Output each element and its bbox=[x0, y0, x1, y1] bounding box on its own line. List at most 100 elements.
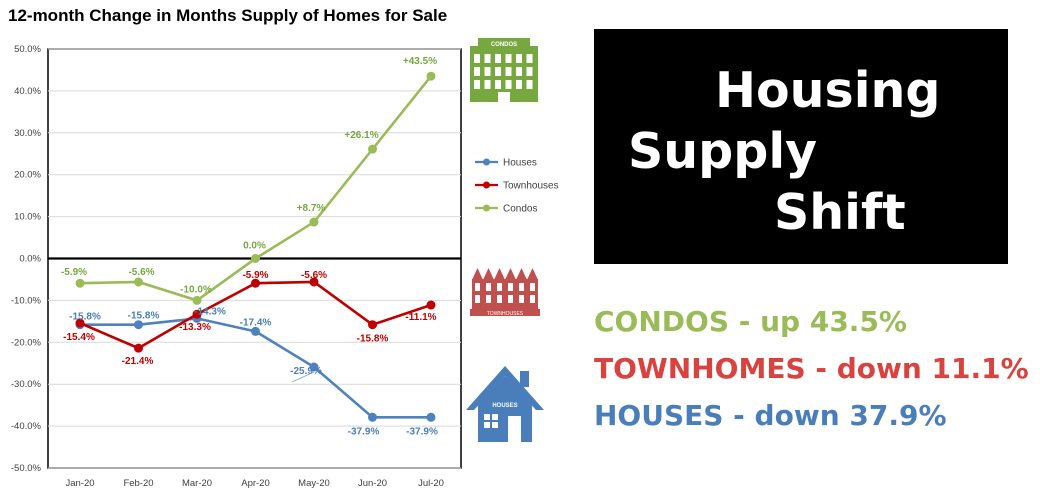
icon-window bbox=[508, 295, 513, 303]
data-point-condos bbox=[426, 71, 436, 81]
data-point-condos bbox=[251, 254, 260, 263]
y-tick-label: 0.0% bbox=[19, 254, 41, 265]
icon-window bbox=[508, 283, 513, 291]
data-point-townhouses bbox=[75, 318, 85, 328]
legend-label: Townhouses bbox=[503, 181, 559, 192]
summary-townhomes: TOWNHOMES - down 11.1% bbox=[594, 352, 1029, 385]
y-tick-label: 30.0% bbox=[14, 128, 41, 139]
icon-window bbox=[495, 54, 501, 63]
icon-window bbox=[530, 295, 535, 303]
icon-window bbox=[474, 54, 480, 63]
icon-window bbox=[497, 283, 502, 291]
legend-swatch-marker bbox=[483, 204, 490, 212]
data-label-condos: +26.1% bbox=[344, 130, 378, 141]
icon-roof bbox=[466, 366, 544, 410]
data-label-townhouses: -15.8% bbox=[357, 334, 389, 345]
icon-window bbox=[474, 67, 480, 76]
icon-window bbox=[484, 67, 491, 76]
legend-swatch-marker bbox=[483, 181, 490, 189]
icon-roof bbox=[516, 268, 527, 280]
townhouse-row-icon: TOWNHOUSES bbox=[470, 268, 540, 317]
icon-window bbox=[516, 80, 522, 89]
data-label-condos: -10.0% bbox=[180, 284, 212, 295]
summary-houses: HOUSES - down 37.9% bbox=[594, 399, 947, 432]
icon-roof bbox=[505, 268, 516, 280]
icon-window bbox=[486, 295, 491, 303]
legend-label: Houses bbox=[503, 158, 537, 169]
icon-door bbox=[508, 416, 521, 442]
icon-body bbox=[472, 279, 538, 309]
legend-label: Condos bbox=[503, 204, 537, 215]
icon-window bbox=[516, 54, 522, 63]
data-point-houses bbox=[251, 326, 260, 336]
y-tick-label: 50.0% bbox=[14, 44, 41, 55]
data-label-houses: -14.3% bbox=[194, 306, 226, 317]
data-point-condos bbox=[309, 217, 319, 227]
legend-item-townhouses: Townhouses bbox=[475, 181, 559, 192]
headline-box: Housing Supply Shift bbox=[594, 29, 1008, 264]
icon-roof bbox=[527, 268, 538, 280]
icon-window bbox=[505, 67, 512, 76]
legend-item-condos: Condos bbox=[475, 204, 537, 215]
data-point-condos bbox=[368, 144, 377, 154]
y-tick-label: -40.0% bbox=[11, 421, 42, 432]
y-tick-label: 10.0% bbox=[14, 212, 41, 223]
data-point-townhouses bbox=[368, 320, 377, 330]
data-point-condos bbox=[192, 295, 202, 305]
data-label-townhouses: -11.1% bbox=[405, 312, 436, 323]
legend-item-houses: Houses bbox=[475, 158, 537, 169]
condo-building-icon: CONDOS bbox=[470, 38, 538, 102]
house-icon: HOUSES bbox=[466, 366, 544, 442]
y-tick-label: -20.0% bbox=[11, 337, 42, 348]
data-point-houses bbox=[309, 362, 319, 372]
data-point-townhouses bbox=[134, 343, 143, 353]
x-tick-label: May-20 bbox=[298, 478, 330, 489]
icon-window bbox=[526, 80, 533, 89]
y-tick-label: -50.0% bbox=[11, 463, 42, 474]
x-tick-label: Jun-20 bbox=[358, 478, 387, 489]
data-point-townhouses bbox=[192, 309, 202, 319]
data-label-houses: -17.4% bbox=[240, 317, 272, 328]
data-label-houses: -15.8% bbox=[128, 311, 160, 322]
data-point-townhouses bbox=[251, 278, 260, 288]
icon-door bbox=[498, 92, 510, 102]
icon-roof bbox=[472, 268, 483, 280]
data-label-condos: -5.6% bbox=[128, 267, 154, 278]
icon-text: TOWNHOUSES bbox=[487, 311, 524, 317]
icon-window bbox=[497, 295, 502, 303]
icon-window bbox=[519, 283, 524, 291]
y-tick-label: 40.0% bbox=[14, 86, 41, 97]
chart-title: 12-month Change in Months Supply of Home… bbox=[8, 6, 448, 25]
icon-window bbox=[526, 67, 533, 76]
icon-window bbox=[475, 295, 480, 303]
data-label-townhouses: -15.4% bbox=[63, 332, 95, 343]
data-point-houses bbox=[134, 320, 143, 330]
icon-text: CONDOS bbox=[491, 42, 517, 48]
y-tick-label: 20.0% bbox=[14, 170, 41, 181]
x-tick-label: Apr-20 bbox=[241, 478, 270, 489]
headline-line-2: Supply bbox=[628, 123, 818, 180]
data-label-condos: +8.7% bbox=[297, 203, 326, 214]
icon-base bbox=[470, 309, 540, 316]
data-label-townhouses: -5.6% bbox=[301, 270, 327, 281]
icon-window bbox=[505, 80, 512, 89]
y-tick-label: -10.0% bbox=[11, 295, 42, 306]
data-point-houses bbox=[426, 412, 436, 422]
data-label-condos: +43.5% bbox=[403, 56, 437, 67]
icon-window bbox=[495, 67, 501, 76]
headline-line-3: Shift bbox=[774, 184, 906, 241]
icon-sign bbox=[478, 38, 530, 48]
y-tick-label: -30.0% bbox=[11, 379, 42, 390]
data-point-houses bbox=[368, 412, 377, 422]
icon-window bbox=[484, 80, 491, 89]
icon-window bbox=[516, 67, 522, 76]
data-label-condos: 0.0% bbox=[243, 241, 266, 252]
x-tick-label: Mar-20 bbox=[182, 478, 212, 489]
data-label-townhouses: -13.3% bbox=[179, 322, 211, 333]
data-label-townhouses: -5.9% bbox=[242, 270, 268, 281]
data-point-townhouses bbox=[309, 277, 319, 287]
icon-window bbox=[519, 295, 524, 303]
icon-roof bbox=[494, 268, 505, 280]
legend-swatch-marker bbox=[483, 158, 490, 166]
x-tick-label: Feb-20 bbox=[123, 478, 153, 489]
